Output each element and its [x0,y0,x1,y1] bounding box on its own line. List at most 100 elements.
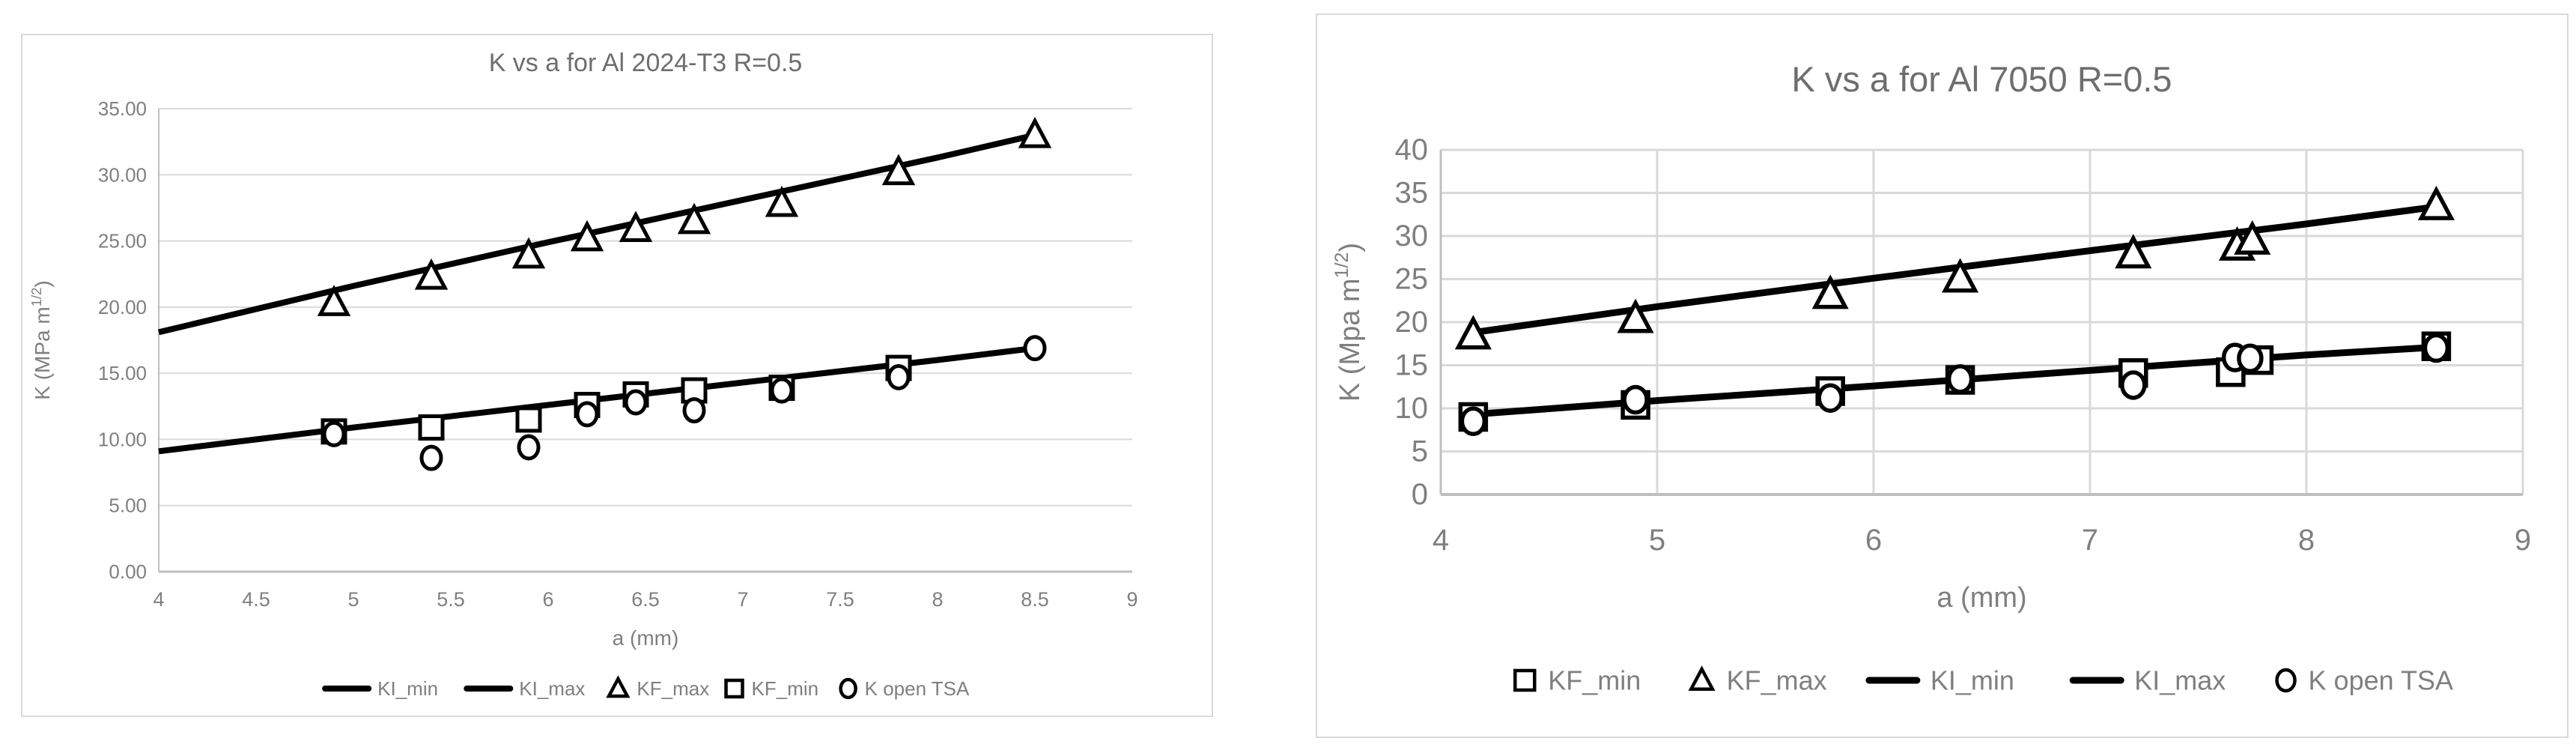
legend-label: KI_min [1931,665,2014,696]
series-k-open-tsa [1459,333,2450,436]
y-tick-labels: 0 5 10 15 20 25 30 35 40 [1395,133,1429,511]
y-tick-label: 0.00 [109,560,147,583]
legend-label: KF_max [1727,665,1827,696]
legend-item-kf-min: KF_min [1513,665,1641,696]
y-axis-label: K (MPa m1/2) [28,280,54,399]
x-tick-label: 6.5 [631,588,660,611]
y-tick-label: 10 [1395,392,1429,425]
triangle-marker [1454,315,1492,350]
triangle-marker [1811,274,1849,309]
x-tick-label: 4 [153,588,164,611]
square-marker [1513,668,1537,692]
circle-marker [682,397,706,424]
square-marker [724,678,744,699]
chart-title: K vs a for Al 2024-T3 R=0.5 [489,49,803,77]
legend-label: K open TSA [865,677,970,700]
x-axis-label: a (mm) [613,626,679,650]
y-tick-label: 0 [1412,478,1428,511]
legend: KF_min KF_max KI_min KI_max K open TSA [1513,665,2453,696]
triangle-marker [2234,220,2271,255]
triangle-marker [1942,258,1979,293]
y-axis-label: K (Mpa m1/2) [1331,243,1366,402]
series-kf-max [317,117,1052,316]
legend-item-ki-max: KI_max [2069,665,2226,696]
circle-marker [624,389,648,416]
y-tick-label: 15 [1395,349,1429,382]
series-line [158,132,1036,336]
x-axis-label: a (mm) [1936,582,2026,614]
x-tick-label: 7 [737,588,748,611]
triangle-marker [619,211,653,242]
series-k-open-tsa [322,335,1047,471]
series-ki-max [1472,203,2437,336]
triangle-marker [414,258,449,290]
series-kf-max [1454,185,2455,350]
triangle-marker [765,185,799,217]
triangle-marker [317,285,351,316]
x-tick-label: 6 [1865,524,1882,557]
series-line [1472,203,2437,336]
legend-item-ki-min: KI_min [322,677,438,700]
chart-title: K vs a for Al 7050 R=0.5 [1791,59,2172,99]
legend-item-k-open-tsa: K open TSA [2275,665,2453,696]
legend: KI_min KI_max KF_max KF_min K open TSA [322,675,970,700]
circle-marker [2120,370,2147,400]
circle-marker [770,377,794,404]
x-tick-label: 9 [1126,588,1137,611]
y-tick-label: 5.00 [109,495,147,517]
circle-marker [517,434,541,461]
circle-marker [1946,364,1974,394]
triangle-marker [1018,117,1052,148]
chart-card-al-7050: 0 5 10 15 20 25 30 35 40 4 5 6 7 8 9 K vs a for Al 7050… [1316,13,2569,738]
x-tick-label: 5 [347,588,359,611]
gridlines [159,108,1132,506]
legend-item-kf-max: KF_max [606,675,709,700]
legend-item-ki-min: KI_min [1865,665,2014,696]
circle-marker [1622,384,1649,415]
triangle-marker [881,154,916,186]
circle-marker [322,420,346,447]
y-tick-label: 10.00 [98,428,147,450]
y-tick-label: 20 [1395,306,1429,339]
legend-item-ki-max: KI_max [464,677,585,700]
legend-label: KI_max [519,677,585,700]
circle-marker [1459,406,1487,436]
y-tick-label: 25 [1395,263,1429,296]
circle-marker [575,401,599,428]
legend-item-kf-max: KF_max [1688,665,1827,696]
x-tick-label: 6 [542,588,553,611]
x-tick-label: 4.5 [242,588,270,611]
x-tick-label: 8 [932,588,943,611]
square-marker [515,406,542,433]
circle-marker [1817,383,1844,413]
y-tick-label: 40 [1395,133,1429,166]
x-tick-labels: 4 5 6 7 8 9 [1433,524,2531,557]
legend-label: KI_min [377,677,438,700]
y-tick-labels: 0.00 5.00 10.00 15.00 20.00 25.00 30.00 35.00 [98,97,147,583]
x-tick-label: 8 [2298,524,2315,557]
x-tick-label: 5 [1649,524,1665,557]
triangle-marker [1688,665,1716,691]
triangle-marker [606,675,631,698]
triangle-marker [570,220,604,252]
x-tick-label: 4 [1433,524,1449,557]
legend-label: K open TSA [2309,665,2453,696]
legend-item-kf-min: KF_min [724,677,819,700]
x-tick-label: 9 [2515,524,2531,557]
chart-card-al-2024-t3: 0.00 5.00 10.00 15.00 20.00 25.00 30.00 35.00 4 4… [21,34,1213,717]
square-marker [418,414,445,441]
gridlines [1441,148,2524,495]
triangle-marker [677,202,711,235]
x-tick-label: 7 [2082,524,2098,557]
x-tick-label: 7.5 [826,588,854,611]
triangle-marker [1617,298,1654,333]
triangle-marker [2417,185,2455,220]
y-tick-label: 35 [1395,177,1429,210]
legend-label: KF_min [752,677,819,700]
circle-marker [2422,333,2450,363]
y-tick-label: 15.00 [98,362,147,384]
legend-item-k-open-tsa: K open TSA [839,677,970,700]
y-tick-label: 25.00 [98,230,147,252]
